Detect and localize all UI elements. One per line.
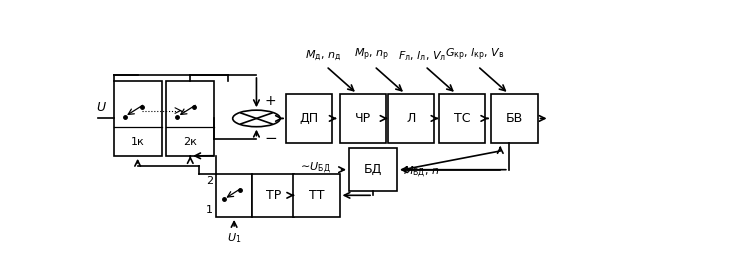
FancyBboxPatch shape — [491, 94, 537, 143]
Text: ТС: ТС — [453, 112, 470, 125]
Text: $G_{\rm кр}$, $l_{\rm кр}$, $V_{\rm в}$: $G_{\rm кр}$, $l_{\rm кр}$, $V_{\rm в}$ — [445, 47, 504, 63]
FancyBboxPatch shape — [293, 174, 339, 217]
Text: −: − — [264, 131, 277, 146]
FancyBboxPatch shape — [166, 81, 215, 156]
Text: ТТ: ТТ — [309, 189, 324, 202]
Text: +: + — [265, 94, 277, 108]
FancyBboxPatch shape — [388, 94, 434, 143]
Text: БВ: БВ — [506, 112, 523, 125]
Text: $M_{\rm д}$, $n_{\rm д}$: $M_{\rm д}$, $n_{\rm д}$ — [305, 49, 342, 63]
Text: Л: Л — [406, 112, 415, 125]
Text: $\sim\!U_{\rm БД}$: $\sim\!U_{\rm БД}$ — [298, 161, 331, 175]
Text: ЧР: ЧР — [355, 112, 371, 125]
Text: 2к: 2к — [183, 137, 197, 147]
Text: ДП: ДП — [299, 112, 318, 125]
Text: $U$: $U$ — [96, 101, 107, 114]
Text: $U_1$: $U_1$ — [227, 231, 242, 244]
Text: $F_{\rm л}$, $l_{\rm л}$, $V_{\rm л}$: $F_{\rm л}$, $l_{\rm л}$, $V_{\rm л}$ — [398, 49, 446, 63]
Text: 2: 2 — [206, 176, 213, 186]
Text: $M_{\rm БД}$, $n$: $M_{\rm БД}$, $n$ — [403, 164, 439, 179]
FancyBboxPatch shape — [339, 94, 386, 143]
Text: 1: 1 — [206, 205, 213, 215]
FancyBboxPatch shape — [286, 94, 332, 143]
FancyBboxPatch shape — [216, 174, 252, 217]
FancyBboxPatch shape — [252, 174, 294, 217]
FancyBboxPatch shape — [439, 94, 485, 143]
FancyBboxPatch shape — [349, 148, 397, 191]
FancyBboxPatch shape — [114, 81, 161, 156]
Text: 1к: 1к — [131, 137, 145, 147]
Text: БД: БД — [364, 163, 383, 176]
Text: ТР: ТР — [266, 189, 281, 202]
Text: $M_{\rm р}$, $n_{\rm р}$: $M_{\rm р}$, $n_{\rm р}$ — [353, 47, 389, 63]
